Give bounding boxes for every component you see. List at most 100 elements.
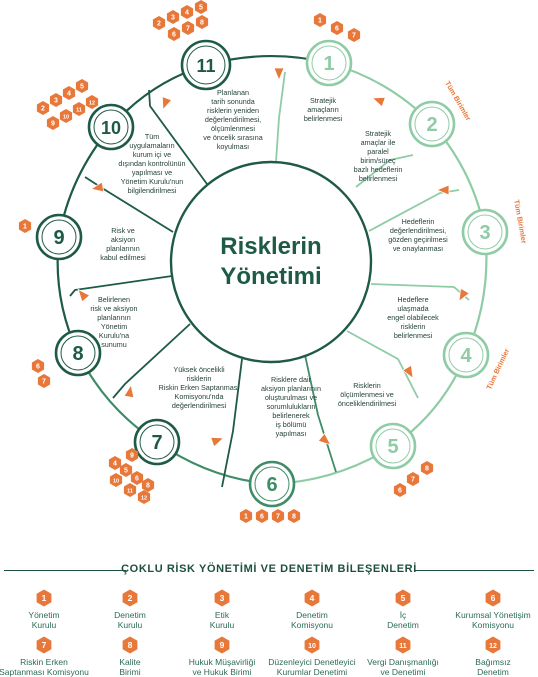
svg-text:5: 5 <box>199 5 203 12</box>
step-9-node: 9 <box>35 213 83 261</box>
step-3-node: 3 <box>461 208 509 256</box>
legend-rule-right <box>414 570 534 571</box>
step-8-node: 8 <box>54 329 102 377</box>
svg-text:3: 3 <box>171 15 175 22</box>
legend-item-8: 8 Kalite Birimi <box>75 636 185 677</box>
legend-item-7: 7 Riskin Erken Saptanması Komisyonu <box>0 636 99 677</box>
legend-badge: 8 <box>122 636 138 654</box>
svg-text:4: 4 <box>185 10 189 17</box>
svg-text:11: 11 <box>76 108 82 114</box>
step-number: 4 <box>460 345 472 367</box>
step-number: 2 <box>426 114 437 136</box>
svg-text:4: 4 <box>113 461 117 468</box>
legend-badge: 4 <box>304 589 320 607</box>
legend-label: Riskin Erken Saptanması Komisyonu <box>0 657 89 677</box>
legend-title: ÇOKLU RİSK YÖNETİMİ VE DENETİM BİLEŞENLE… <box>121 563 417 575</box>
spoke-line <box>368 189 460 232</box>
component-badge: 7 <box>181 21 195 35</box>
component-badge: 8 <box>141 478 155 492</box>
component-badge: 4 <box>180 5 194 19</box>
step-1-node: 1 <box>305 39 353 87</box>
component-badge: 12 <box>85 95 99 109</box>
component-badge: 11 <box>123 483 137 497</box>
component-badge: 8 <box>420 461 434 475</box>
spoke-line <box>355 154 414 188</box>
svg-text:8: 8 <box>200 20 204 27</box>
component-badge: 10 <box>109 473 123 487</box>
svg-text:11: 11 <box>399 643 407 650</box>
legend-item-1: 1 Yönetim Kurulu <box>0 589 99 630</box>
svg-text:7: 7 <box>42 379 46 386</box>
legend-badge: 7 <box>36 636 52 654</box>
component-badge: 6 <box>31 359 45 373</box>
component-badge: 1 <box>239 509 253 523</box>
component-badge: 11 <box>72 102 86 116</box>
spoke-line <box>275 71 286 163</box>
svg-text:6: 6 <box>172 32 176 39</box>
legend-badge: 10 <box>304 636 320 654</box>
component-badge: 3 <box>166 10 180 24</box>
spoke-line <box>346 330 419 399</box>
center-title-line: Yönetimi <box>220 263 321 290</box>
flow-arrow <box>435 184 450 196</box>
spoke-line <box>221 358 243 488</box>
component-badge: 7 <box>271 509 285 523</box>
step-5-text: Risklerin ölçümlenmesi ve önceliklendirilm… <box>338 381 397 408</box>
step-7-text: Yüksek öncelikli risklerin Riskin Erken Sa… <box>159 365 240 410</box>
step-number: 8 <box>72 343 83 365</box>
svg-text:9: 9 <box>51 121 55 128</box>
legend-label: Denetim Kurulu <box>114 610 146 630</box>
svg-text:2: 2 <box>157 21 161 28</box>
legend-badge: 12 <box>485 636 501 654</box>
flow-arrow <box>458 287 471 303</box>
component-badge: 5 <box>75 79 89 93</box>
svg-text:8: 8 <box>128 640 133 650</box>
spoke-line <box>304 354 337 473</box>
svg-text:8: 8 <box>146 483 150 490</box>
step-10-text: Tüm uygulamaların kurum içi ve dışından kon… <box>118 132 185 195</box>
step-3-text: Hedeflerin değerlendirilmesi, gözden geçir… <box>388 217 448 253</box>
svg-text:6: 6 <box>491 593 496 603</box>
component-badge: 6 <box>330 21 344 35</box>
svg-text:6: 6 <box>135 476 139 483</box>
svg-text:1: 1 <box>23 224 27 231</box>
legend-label: Vergi Danışmanlığı ve Denetimi <box>367 657 439 677</box>
svg-text:9: 9 <box>130 453 134 460</box>
component-badge: 1 <box>18 219 32 233</box>
step-number: 5 <box>387 436 398 458</box>
svg-text:7: 7 <box>411 477 415 484</box>
flow-arrow <box>77 288 91 303</box>
step-10-node: 10 <box>87 103 135 151</box>
svg-text:2: 2 <box>41 106 45 113</box>
legend-badge: 3 <box>214 589 230 607</box>
legend-item-5: 5 İç Denetim <box>348 589 458 630</box>
component-badge: 9 <box>46 116 60 130</box>
step-number: 6 <box>266 474 277 496</box>
component-badge: 6 <box>393 483 407 497</box>
all-units-label: Tüm Birimler <box>512 199 529 244</box>
svg-text:7: 7 <box>186 26 190 33</box>
step-4-node: 4 <box>442 331 490 379</box>
spoke-line <box>148 89 208 185</box>
svg-text:9: 9 <box>220 640 225 650</box>
legend-badge: 11 <box>395 636 411 654</box>
legend-label: Etik Kurulu <box>209 610 235 630</box>
component-badge: 5 <box>119 463 133 477</box>
legend-label: Kalite Birimi <box>119 657 141 677</box>
step-number: 1 <box>323 53 334 75</box>
component-badge: 5 <box>194 0 208 14</box>
step-1-text: Stratejik amaçların belirlenmesi <box>304 96 343 123</box>
legend-label: Denetim Komisyonu <box>290 610 334 630</box>
svg-text:7: 7 <box>352 33 356 40</box>
legend-label: İç Denetim <box>387 610 419 630</box>
component-badge: 4 <box>62 86 76 100</box>
risk-cycle-diagram: Risklerin Yönetimi Stratejik amaçların beli… <box>18 0 529 523</box>
component-badge: 1 <box>313 13 327 27</box>
legend-label: Hukuk Müşavirliği ve Hukuk Birimi <box>188 657 256 677</box>
component-badge: 6 <box>167 27 181 41</box>
component-badge: 3 <box>49 93 63 107</box>
legend-item-4: 4 Denetim Komisyonu <box>257 589 367 630</box>
legend-item-9: 9 Hukuk Müşavirliği ve Hukuk Birimi <box>167 636 277 677</box>
component-badge: 7 <box>406 472 420 486</box>
legend-item-11: 11 Vergi Danışmanlığı ve Denetimi <box>348 636 458 677</box>
